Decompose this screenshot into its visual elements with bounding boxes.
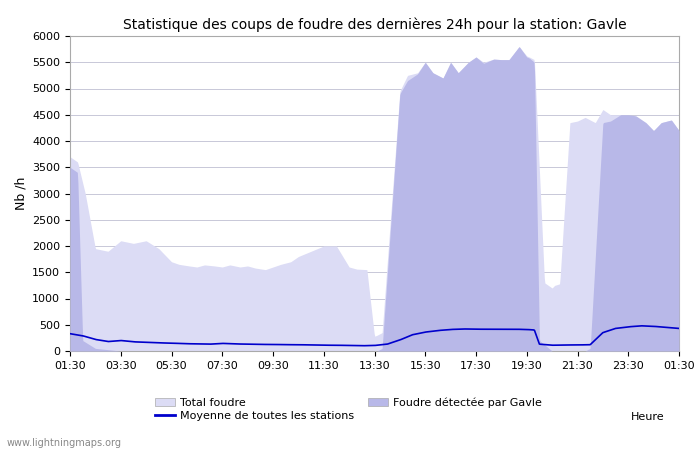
Text: www.lightningmaps.org: www.lightningmaps.org — [7, 438, 122, 448]
Y-axis label: Nb /h: Nb /h — [15, 177, 28, 210]
Title: Statistique des coups de foudre des dernières 24h pour la station: Gavle: Statistique des coups de foudre des dern… — [122, 18, 626, 32]
Text: Heure: Heure — [631, 412, 665, 422]
Legend: Total foudre, Moyenne de toutes les stations, Foudre détectée par Gavle: Total foudre, Moyenne de toutes les stat… — [155, 397, 542, 421]
